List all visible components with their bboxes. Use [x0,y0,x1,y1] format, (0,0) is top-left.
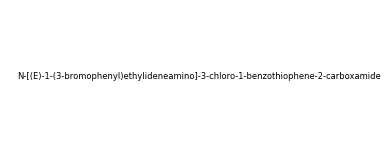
Text: N-[(E)-1-(3-bromophenyl)ethylideneamino]-3-chloro-1-benzothiophene-2-carboxamide: N-[(E)-1-(3-bromophenyl)ethylideneamino]… [17,72,381,81]
